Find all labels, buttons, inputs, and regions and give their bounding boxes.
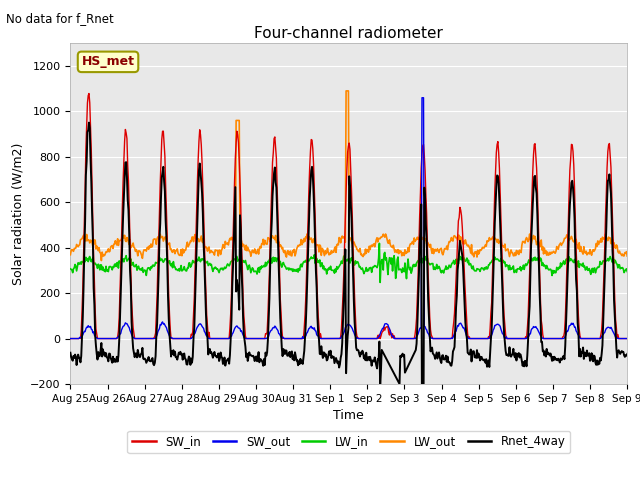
- LW_out: [221, 245, 228, 251]
- Line: Rnet_4way: Rnet_4way: [70, 122, 627, 415]
- LW_out: [342, 88, 350, 94]
- Rnet_4way: [623, 351, 631, 357]
- Line: SW_in: SW_in: [70, 94, 627, 338]
- SW_in: [67, 336, 74, 341]
- Rnet_4way: [77, 360, 84, 365]
- Y-axis label: Solar radiation (W/m2): Solar radiation (W/m2): [12, 143, 24, 285]
- Rnet_4way: [134, 351, 142, 357]
- SW_out: [134, 336, 141, 341]
- LW_in: [435, 265, 442, 271]
- SW_out: [191, 331, 198, 337]
- LW_in: [134, 264, 141, 270]
- Rnet_4way: [85, 120, 93, 125]
- Rnet_4way: [417, 202, 425, 207]
- SW_in: [191, 265, 199, 271]
- Text: No data for f_Rnet: No data for f_Rnet: [6, 12, 114, 25]
- SW_in: [134, 336, 142, 341]
- Title: Four-channel radiometer: Four-channel radiometer: [254, 25, 444, 41]
- LW_out: [67, 252, 74, 258]
- LW_out: [77, 237, 84, 243]
- SW_out: [623, 336, 631, 341]
- LW_out: [435, 248, 442, 254]
- Line: SW_out: SW_out: [70, 98, 627, 338]
- X-axis label: Time: Time: [333, 409, 364, 422]
- LW_in: [623, 269, 631, 275]
- Line: LW_out: LW_out: [70, 91, 627, 261]
- LW_in: [191, 260, 198, 266]
- LW_out: [191, 231, 199, 237]
- SW_in: [221, 336, 228, 341]
- Text: HS_met: HS_met: [81, 55, 134, 68]
- SW_out: [434, 336, 442, 341]
- Legend: SW_in, SW_out, LW_in, LW_out, Rnet_4way: SW_in, SW_out, LW_in, LW_out, Rnet_4way: [127, 431, 570, 453]
- SW_out: [418, 95, 426, 101]
- LW_out: [623, 253, 631, 259]
- SW_in: [434, 336, 442, 341]
- SW_out: [417, 325, 424, 331]
- SW_in: [85, 91, 93, 96]
- Rnet_4way: [191, 297, 199, 303]
- Line: LW_in: LW_in: [70, 243, 627, 282]
- LW_out: [97, 258, 105, 264]
- SW_in: [623, 336, 631, 341]
- LW_in: [376, 279, 384, 285]
- LW_in: [418, 255, 426, 261]
- LW_in: [67, 266, 74, 272]
- Rnet_4way: [67, 350, 74, 356]
- SW_out: [67, 336, 74, 341]
- SW_out: [220, 336, 228, 341]
- LW_in: [77, 259, 84, 265]
- LW_in: [220, 266, 228, 272]
- Rnet_4way: [418, 412, 426, 418]
- LW_in: [376, 240, 383, 246]
- Rnet_4way: [221, 355, 228, 360]
- LW_out: [134, 248, 142, 254]
- SW_in: [417, 165, 425, 171]
- LW_out: [418, 236, 426, 241]
- SW_in: [77, 336, 84, 341]
- Rnet_4way: [435, 352, 442, 358]
- SW_out: [77, 334, 84, 340]
